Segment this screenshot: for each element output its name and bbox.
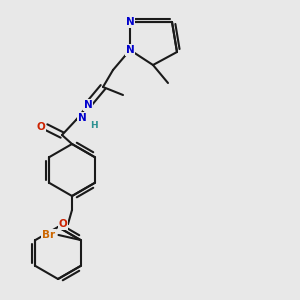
Text: N: N: [78, 113, 86, 123]
Text: Br: Br: [42, 230, 55, 240]
Text: N: N: [126, 45, 134, 55]
Text: N: N: [126, 17, 134, 27]
Text: H: H: [90, 121, 98, 130]
Text: O: O: [58, 219, 68, 229]
Text: N: N: [84, 100, 92, 110]
Text: O: O: [37, 122, 45, 132]
